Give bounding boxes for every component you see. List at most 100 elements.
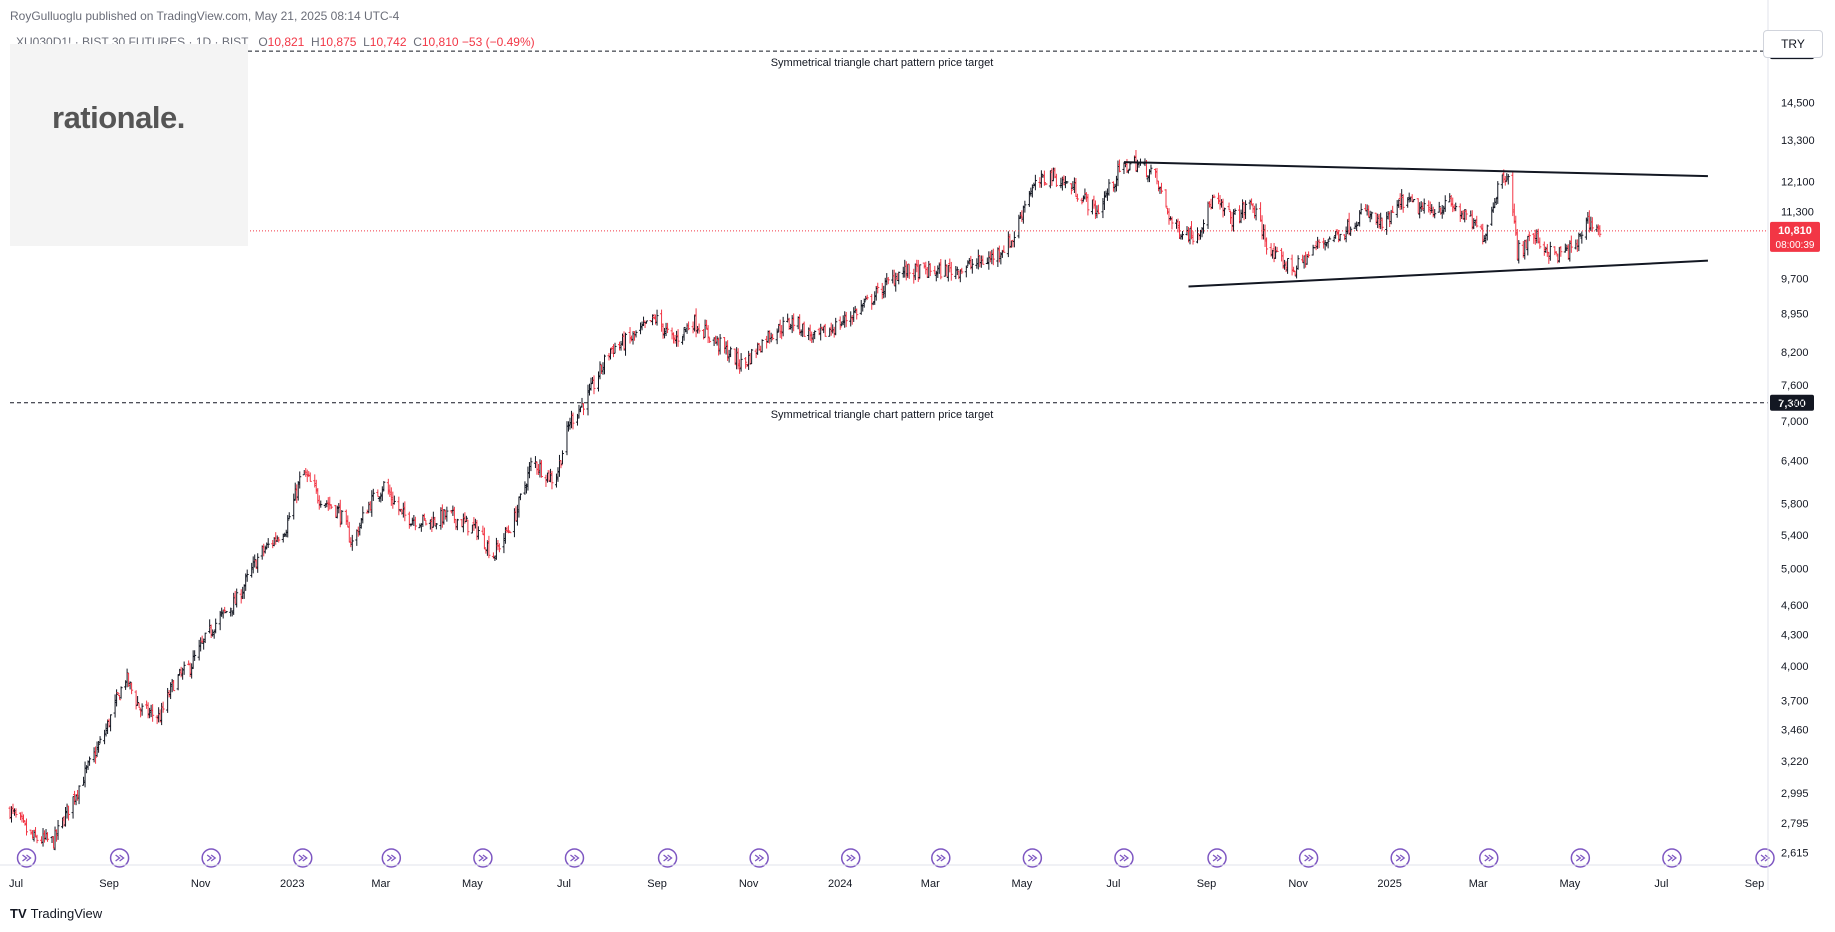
ohlc-bar	[1401, 194, 1405, 213]
event-marker-icon[interactable]	[1022, 848, 1043, 868]
ohlc-bar	[235, 588, 239, 608]
ohlc-bar	[876, 282, 880, 294]
price-tick-label: 3,220	[1781, 756, 1809, 768]
ohlc-bar	[844, 311, 848, 328]
ohlc-bar	[172, 679, 176, 692]
ohlc-bar	[928, 263, 932, 277]
price-tick-label: 12,100	[1781, 177, 1815, 189]
time-tick-label: Sep	[647, 878, 667, 890]
triangle-upper-trendline	[1123, 161, 1708, 178]
ohlc-bar	[1065, 180, 1069, 184]
ohlc-bar	[203, 632, 207, 644]
ohlc-bar	[223, 606, 227, 614]
ohlc-bar	[771, 333, 775, 341]
tradingview-logo-icon: TV	[10, 906, 27, 921]
ohlc-bar	[286, 515, 290, 538]
ohlc-bar	[1054, 173, 1058, 188]
ohlc-bar	[137, 702, 141, 709]
tradingview-brand[interactable]: TV TradingView	[10, 906, 102, 921]
ohlc-bar	[455, 518, 459, 531]
event-marker-icon[interactable]	[840, 848, 861, 868]
event-marker-icon[interactable]	[749, 848, 769, 868]
event-marker-icon[interactable]	[292, 848, 313, 868]
ohlc-bar	[1212, 194, 1216, 199]
ohlc-bar	[434, 523, 438, 530]
ohlc-bar	[350, 534, 354, 551]
ohlc-bar	[834, 317, 838, 336]
event-marker-icon[interactable]	[1207, 848, 1227, 868]
ohlc-bar	[329, 504, 333, 510]
target-line-label: Symmetrical triangle chart pattern price…	[771, 409, 994, 421]
ohlc-bar	[1159, 182, 1163, 194]
price-tick-label: 7,600	[1781, 380, 1809, 392]
event-marker-icon[interactable]	[381, 848, 402, 868]
ohlc-bar	[1233, 208, 1237, 215]
tradingview-brand-label: TradingView	[30, 906, 103, 921]
ohlc-bar	[1265, 237, 1269, 255]
axes: 16,30014,50013,30012,10011,3009,7008,950…	[0, 0, 1815, 890]
currency-button[interactable]: TRY	[1763, 30, 1823, 58]
ohlc-bar	[907, 263, 911, 279]
ohlc-bar	[1044, 183, 1048, 186]
ohlc-bar	[682, 326, 686, 341]
ohlc-bar	[340, 510, 344, 525]
price-tick-label: 11,300	[1781, 206, 1814, 218]
ohlc-bar	[838, 316, 842, 330]
ohlc-bar	[1202, 219, 1206, 234]
ohlc-bar	[1023, 200, 1027, 213]
ohlc-bar	[1275, 246, 1279, 252]
ohlc-bar	[991, 248, 995, 266]
event-marker-icon[interactable]	[109, 848, 130, 868]
event-marker-icon[interactable]	[1662, 848, 1682, 868]
ohlc-bar	[1181, 231, 1185, 240]
event-marker-icon[interactable]	[1390, 848, 1410, 868]
ohlc-bar	[916, 259, 920, 282]
ohlc-bar	[1075, 193, 1079, 202]
event-marker-icon[interactable]	[201, 848, 221, 868]
event-marker-icon[interactable]	[1298, 848, 1319, 868]
event-marker-icon[interactable]	[16, 848, 37, 868]
ohlc-bar	[1590, 217, 1594, 232]
event-marker-icon[interactable]	[1570, 848, 1591, 868]
ohlc-bar	[1380, 217, 1384, 231]
ohlc-bar	[964, 265, 968, 278]
price-tick-label: 13,300	[1781, 135, 1815, 147]
ohlc-bar	[1391, 205, 1395, 213]
trendlines	[1123, 161, 1708, 288]
ohlc-bar	[193, 650, 197, 661]
ohlc-bar	[729, 346, 733, 358]
ohlc-bar	[518, 493, 522, 501]
ohlc-bar	[422, 513, 426, 521]
ohlc-bar	[813, 330, 817, 340]
event-marker-icon[interactable]	[1755, 848, 1775, 868]
event-marker-icon[interactable]	[931, 848, 951, 868]
last-price-tag: 10,810	[1778, 225, 1812, 237]
ohlc-bar	[1227, 202, 1231, 211]
ohlc-bar	[560, 450, 564, 465]
ohlc-bar	[1538, 237, 1542, 249]
price-tick-label: 3,460	[1781, 725, 1809, 737]
ohlc-bar	[224, 611, 228, 614]
ohlc-bar	[781, 316, 785, 337]
ohlc-bar	[1359, 203, 1363, 215]
ohlc-bar	[229, 607, 233, 617]
ohlc-bar	[1454, 202, 1458, 212]
triangle-lower-trendline	[1188, 259, 1708, 288]
event-marker-icon[interactable]	[473, 848, 493, 868]
ohlc-bar	[676, 329, 680, 347]
ohlc-bar	[823, 323, 827, 337]
ohlc-bar	[603, 354, 607, 375]
event-marker-icon[interactable]	[1479, 848, 1499, 868]
ohlc-bar	[1033, 174, 1037, 191]
event-marker-icon[interactable]	[564, 848, 585, 868]
ohlc-bar	[151, 704, 155, 722]
ohlc-bar	[1107, 179, 1111, 196]
ohlc-bar	[1311, 244, 1315, 256]
event-marker-icon[interactable]	[657, 848, 678, 868]
event-marker-icon[interactable]	[1114, 848, 1134, 868]
time-tick-label: Jul	[1654, 878, 1668, 890]
event-markers	[16, 848, 1775, 868]
ohlc-bar	[1527, 231, 1531, 242]
ohlc-bar	[403, 501, 407, 522]
